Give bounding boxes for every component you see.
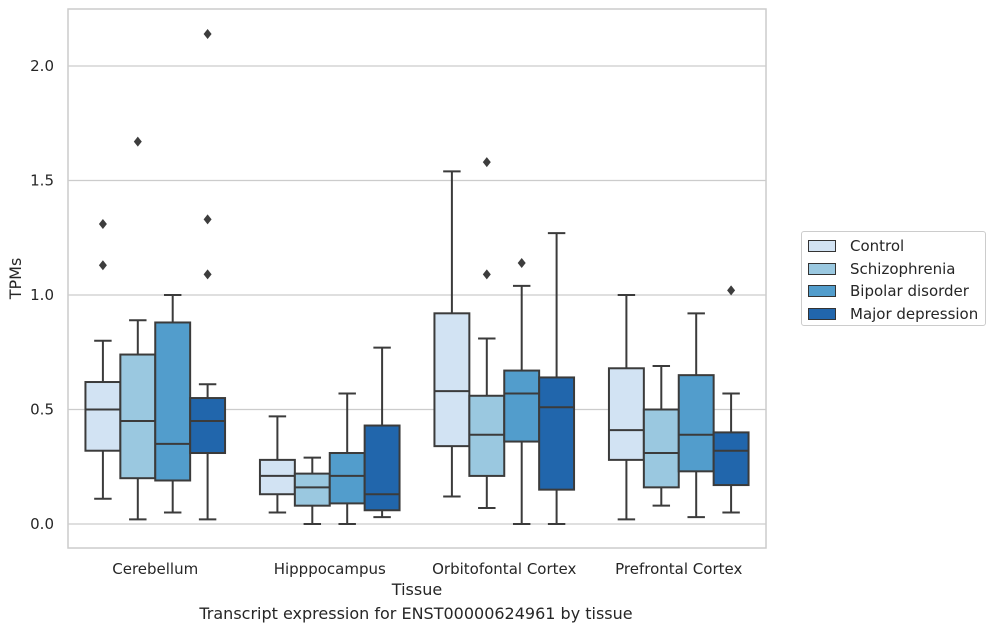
- box-bipolar-disorder-2: [503, 257, 541, 525]
- x-axis-label: Tissue: [391, 580, 442, 599]
- legend: Control Schizophrenia Bipolar disorder M…: [801, 231, 986, 326]
- x-tick-label: Prefrontal Cortex: [615, 560, 742, 578]
- box-schizophrenia-0: [119, 136, 157, 521]
- legend-item-schizophrenia: Schizophrenia: [808, 258, 985, 281]
- box-iqr: [503, 369, 541, 443]
- x-tick-label: Cerebellum: [112, 560, 198, 578]
- outlier-point: [98, 219, 107, 230]
- box-iqr: [119, 353, 157, 480]
- box-schizophrenia-1: [293, 456, 331, 525]
- box-major-depression-3: [712, 285, 750, 514]
- box-control-2: [433, 170, 471, 498]
- y-tick-label: 1.0: [30, 286, 54, 304]
- plot-frame: [67, 8, 767, 549]
- box-iqr: [677, 374, 715, 473]
- box-control-3: [607, 294, 645, 521]
- box-schizophrenia-2: [468, 157, 506, 509]
- legend-swatch-major-depression: [808, 307, 836, 320]
- outlier-point: [482, 269, 491, 280]
- legend-label-bipolar-disorder: Bipolar disorder: [850, 282, 969, 301]
- y-tick-label: 1.5: [30, 172, 54, 190]
- legend-swatch-schizophrenia: [808, 262, 836, 275]
- box-iqr: [607, 367, 645, 461]
- outlier-point: [482, 157, 491, 168]
- outlier-point: [203, 28, 212, 39]
- box-bipolar-disorder-1: [328, 392, 366, 525]
- box-iqr: [642, 408, 680, 489]
- box-iqr: [712, 431, 750, 487]
- y-axis-label: TPMs: [6, 258, 25, 301]
- outlier-point: [133, 136, 142, 147]
- legend-label-control: Control: [850, 237, 905, 256]
- legend-item-control: Control: [808, 235, 985, 258]
- legend-swatch-bipolar-disorder: [808, 285, 836, 298]
- y-tick-label: 0.0: [30, 515, 54, 533]
- box-iqr: [154, 321, 192, 482]
- y-tick-label: 0.5: [30, 401, 54, 419]
- figure-caption: Transcript expression for ENST0000062496…: [199, 604, 633, 623]
- box-major-depression-2: [538, 232, 576, 525]
- box-iqr: [328, 452, 366, 505]
- legend-item-bipolar-disorder: Bipolar disorder: [808, 280, 985, 303]
- x-tick-label: Hipppocampus: [274, 560, 386, 578]
- outlier-point: [517, 257, 526, 268]
- box-major-depression-0: [189, 28, 227, 521]
- box-bipolar-disorder-0: [154, 294, 192, 514]
- box-iqr: [293, 472, 331, 507]
- y-tick-label: 2.0: [30, 57, 54, 75]
- legend-item-major-depression: Major depression: [808, 303, 985, 326]
- legend-swatch-control: [808, 240, 836, 253]
- box-iqr: [258, 458, 296, 496]
- box-iqr: [189, 397, 227, 455]
- outlier-point: [203, 269, 212, 280]
- x-tick-label: Orbitofontal Cortex: [432, 560, 576, 578]
- legend-label-schizophrenia: Schizophrenia: [850, 259, 956, 278]
- box-control-0: [84, 219, 122, 500]
- box-major-depression-1: [363, 346, 401, 519]
- box-iqr: [84, 381, 122, 452]
- outlier-point: [203, 214, 212, 225]
- box-bipolar-disorder-3: [677, 312, 715, 519]
- outlier-point: [727, 285, 736, 296]
- box-iqr: [468, 394, 506, 477]
- legend-label-major-depression: Major depression: [850, 304, 979, 323]
- outlier-point: [98, 260, 107, 271]
- box-schizophrenia-3: [642, 364, 680, 507]
- box-iqr: [538, 376, 576, 491]
- box-iqr: [433, 312, 471, 448]
- box-iqr: [363, 424, 401, 512]
